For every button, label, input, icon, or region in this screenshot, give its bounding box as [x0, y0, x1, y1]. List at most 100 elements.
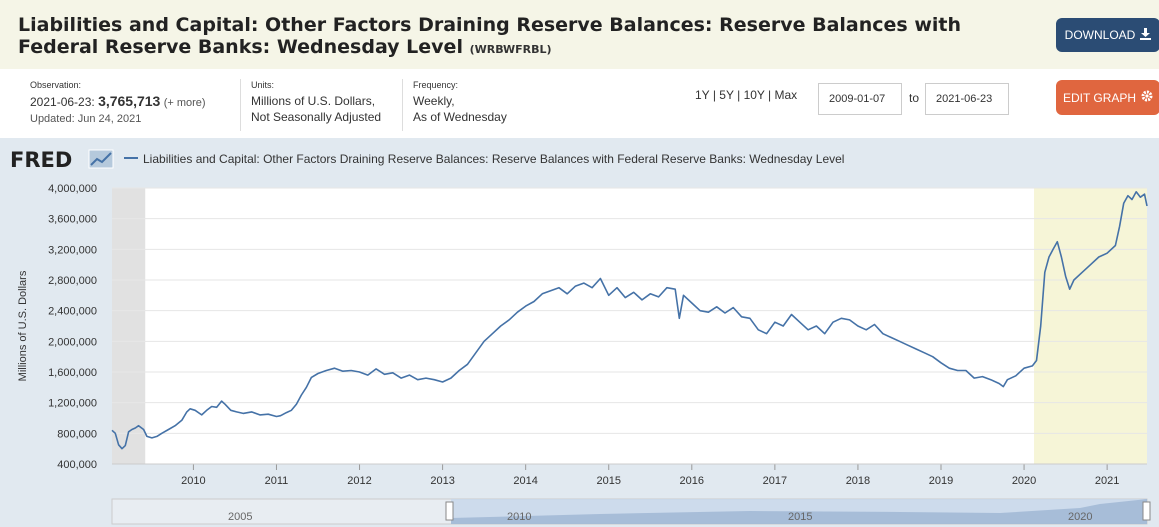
range-10y[interactable]: 10Y	[743, 88, 765, 102]
data-point[interactable]	[1081, 271, 1084, 274]
data-point[interactable]	[145, 435, 148, 438]
data-point[interactable]	[1014, 374, 1017, 377]
data-point[interactable]	[881, 332, 884, 335]
data-point[interactable]	[690, 301, 693, 304]
data-point[interactable]	[483, 340, 486, 343]
data-point[interactable]	[898, 340, 901, 343]
data-point[interactable]	[210, 405, 213, 408]
data-point[interactable]	[416, 378, 419, 381]
data-point[interactable]	[790, 313, 793, 316]
data-point[interactable]	[258, 413, 261, 416]
data-point[interactable]	[541, 292, 544, 295]
data-point[interactable]	[220, 400, 223, 403]
data-point[interactable]	[1097, 255, 1100, 258]
data-point[interactable]	[723, 311, 726, 314]
data-point[interactable]	[383, 373, 386, 376]
data-point[interactable]	[1130, 198, 1133, 201]
data-point[interactable]	[127, 430, 130, 433]
data-point[interactable]	[408, 374, 411, 377]
data-point[interactable]	[989, 378, 992, 381]
data-point[interactable]	[223, 403, 226, 406]
data-point[interactable]	[499, 324, 502, 327]
data-point[interactable]	[1143, 193, 1146, 196]
data-point[interactable]	[150, 436, 153, 439]
data-point[interactable]	[134, 426, 137, 429]
data-point[interactable]	[333, 367, 336, 370]
data-point[interactable]	[831, 321, 834, 324]
data-point[interactable]	[873, 323, 876, 326]
data-point[interactable]	[185, 410, 188, 413]
data-point[interactable]	[1126, 194, 1129, 197]
data-point[interactable]	[1135, 190, 1138, 193]
data-point[interactable]	[110, 429, 113, 432]
data-point[interactable]	[865, 328, 868, 331]
data-point[interactable]	[1023, 367, 1026, 370]
data-point[interactable]	[524, 305, 527, 308]
data-point[interactable]	[678, 317, 681, 320]
data-point[interactable]	[295, 403, 298, 406]
data-point[interactable]	[120, 447, 123, 450]
data-point[interactable]	[366, 374, 369, 377]
data-point[interactable]	[1052, 248, 1055, 251]
data-point[interactable]	[375, 367, 378, 370]
data-point[interactable]	[137, 424, 140, 427]
data-point[interactable]	[310, 376, 313, 379]
data-point[interactable]	[807, 328, 810, 331]
data-point[interactable]	[773, 321, 776, 324]
data-point[interactable]	[466, 363, 469, 366]
data-point[interactable]	[956, 369, 959, 372]
data-point[interactable]	[350, 369, 353, 372]
series-line[interactable]	[111, 190, 1148, 450]
data-point[interactable]	[840, 317, 843, 320]
data-point[interactable]	[740, 315, 743, 318]
data-point[interactable]	[707, 311, 710, 314]
data-point[interactable]	[189, 407, 192, 410]
data-point[interactable]	[400, 377, 403, 380]
data-point[interactable]	[798, 321, 801, 324]
data-point[interactable]	[142, 428, 145, 431]
data-point[interactable]	[682, 294, 685, 297]
data-point[interactable]	[200, 413, 203, 416]
data-point[interactable]	[1006, 378, 1009, 381]
data-point[interactable]	[823, 332, 826, 335]
data-point[interactable]	[215, 406, 218, 409]
data-point[interactable]	[574, 285, 577, 288]
data-point[interactable]	[449, 377, 452, 380]
data-point[interactable]	[1106, 252, 1109, 255]
data-point[interactable]	[491, 332, 494, 335]
data-point[interactable]	[856, 324, 859, 327]
data-point[interactable]	[591, 286, 594, 289]
data-point[interactable]	[267, 413, 270, 416]
data-point[interactable]	[1002, 385, 1005, 388]
data-point[interactable]	[906, 344, 909, 347]
range-1y[interactable]: 1Y	[695, 88, 710, 102]
data-point[interactable]	[939, 361, 942, 364]
start-date-input[interactable]	[818, 83, 902, 115]
data-point[interactable]	[1139, 196, 1142, 199]
data-point[interactable]	[441, 380, 444, 383]
data-point[interactable]	[458, 369, 461, 372]
data-point[interactable]	[640, 298, 643, 301]
data-point[interactable]	[549, 289, 552, 292]
data-point[interactable]	[130, 428, 133, 431]
data-point[interactable]	[1145, 204, 1148, 207]
data-point[interactable]	[1060, 255, 1063, 258]
observation-more-link[interactable]: (+ more)	[163, 97, 206, 109]
download-button[interactable]: DOWNLOAD	[1056, 18, 1159, 52]
data-point[interactable]	[474, 351, 477, 354]
data-point[interactable]	[1064, 275, 1067, 278]
data-point[interactable]	[124, 444, 127, 447]
data-point[interactable]	[973, 377, 976, 380]
data-point[interactable]	[649, 292, 652, 295]
data-point[interactable]	[1122, 202, 1125, 205]
data-point[interactable]	[566, 292, 569, 295]
data-point[interactable]	[117, 443, 120, 446]
data-point[interactable]	[300, 393, 303, 396]
data-point[interactable]	[1047, 255, 1050, 258]
data-point[interactable]	[508, 318, 511, 321]
data-point[interactable]	[657, 295, 660, 298]
data-point[interactable]	[782, 324, 785, 327]
data-point[interactable]	[715, 305, 718, 308]
data-point[interactable]	[516, 311, 519, 314]
data-point[interactable]	[1031, 364, 1034, 367]
